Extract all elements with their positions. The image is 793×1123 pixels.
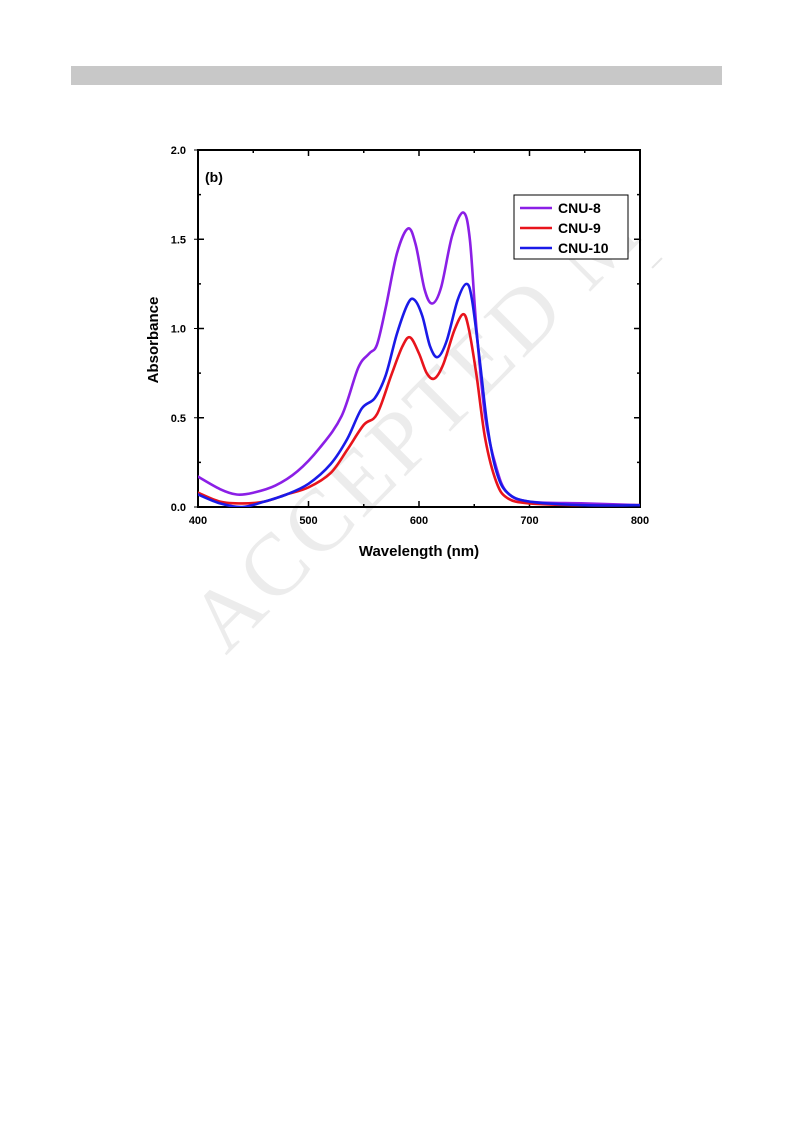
legend-label-cnu-10: CNU-10 — [558, 240, 609, 256]
y-tick-label: 0.0 — [171, 502, 186, 514]
y-tick-label: 1.5 — [171, 234, 186, 246]
legend-label-cnu-8: CNU-8 — [558, 200, 601, 216]
y-tick-label: 0.5 — [171, 413, 186, 425]
series-group — [198, 211, 640, 507]
y-tick-label: 1.0 — [171, 324, 186, 336]
x-tick-label: 800 — [631, 515, 649, 527]
x-axis-ticks: 400 500 600 700 800 — [189, 150, 649, 527]
y-axis-title: Absorbance — [145, 297, 162, 384]
x-axis-title: Wavelength (nm) — [359, 543, 479, 560]
x-tick-label: 400 — [189, 515, 207, 527]
panel-label: (b) — [205, 169, 223, 185]
series-line-cnu-9 — [198, 312, 640, 507]
series-line-cnu-10 — [198, 282, 640, 507]
x-tick-label: 600 — [410, 515, 428, 527]
y-axis-ticks: 0.0 0.5 1.0 1.5 2.0 — [171, 145, 640, 514]
x-tick-label: 500 — [299, 515, 317, 527]
legend: CNU-8 CNU-9 CNU-10 — [513, 194, 629, 260]
y-tick-label: 2.0 — [171, 145, 186, 157]
legend-label-cnu-9: CNU-9 — [558, 220, 601, 236]
header-bar — [71, 66, 722, 85]
x-tick-label: 700 — [520, 515, 538, 527]
